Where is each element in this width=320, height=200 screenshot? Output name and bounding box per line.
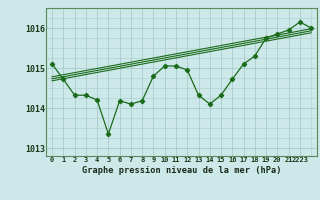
- X-axis label: Graphe pression niveau de la mer (hPa): Graphe pression niveau de la mer (hPa): [82, 166, 281, 175]
